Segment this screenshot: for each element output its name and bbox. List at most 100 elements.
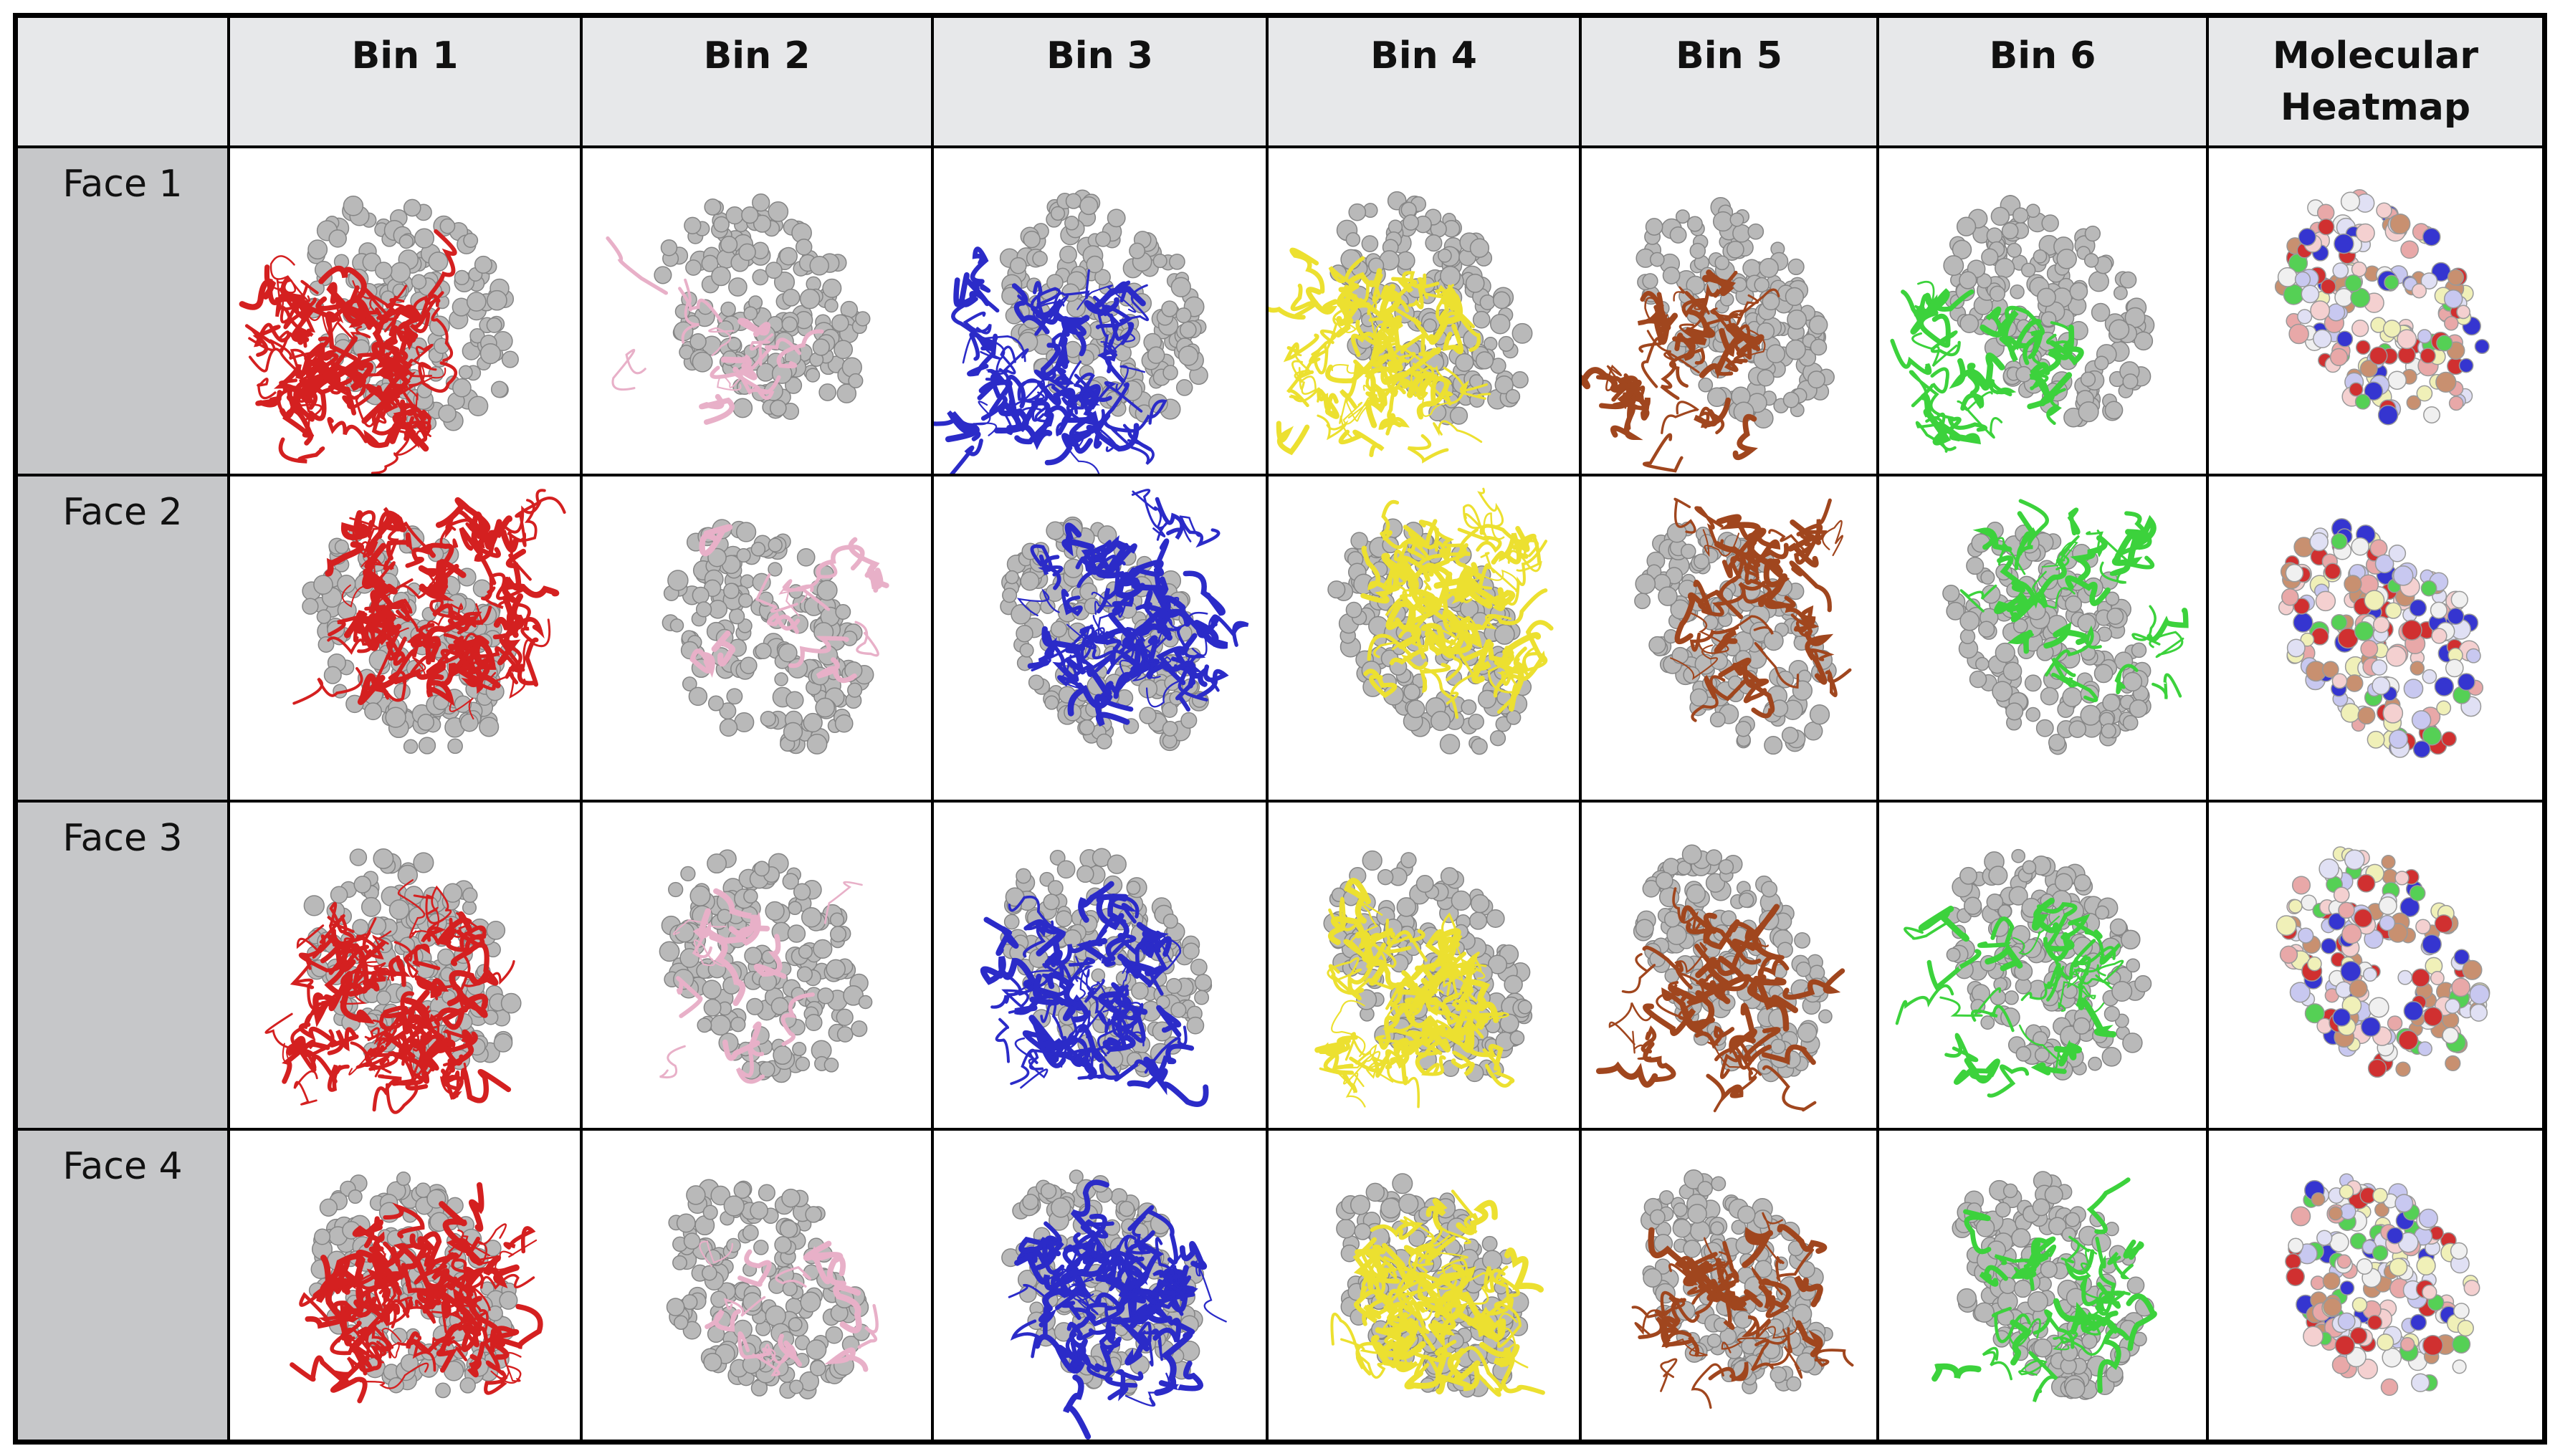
molecule-render [606, 193, 871, 425]
atom [2367, 1058, 2387, 1078]
atom [2453, 949, 2470, 965]
atom [2283, 284, 2305, 305]
atom [717, 909, 732, 924]
atom [474, 255, 492, 274]
atom [676, 1213, 696, 1233]
ribbon [2051, 672, 2098, 703]
structure-image [1269, 803, 1579, 1128]
ribbon [431, 307, 454, 363]
atom [2422, 227, 2441, 246]
ribbon [2070, 535, 2108, 582]
ribbon [439, 1201, 483, 1266]
ribbon [1451, 1050, 1475, 1076]
atom [1170, 277, 1191, 297]
ribbon [1496, 671, 1522, 714]
ribbon [1701, 580, 1766, 617]
ribbon [1457, 614, 1512, 639]
atom [719, 718, 738, 737]
atom [1455, 353, 1474, 372]
atom [1049, 850, 1066, 866]
molecule-render [290, 1171, 543, 1404]
atom [2012, 207, 2029, 224]
atom [2392, 565, 2414, 586]
ribbon [1626, 385, 1647, 430]
ribbon [372, 1074, 402, 1112]
ribbon [1435, 527, 1467, 562]
ribbon [1672, 887, 1703, 932]
ribbon [1977, 916, 2015, 948]
ribbon [1382, 568, 1431, 617]
ribbon [1092, 418, 1117, 452]
atom [2384, 274, 2399, 290]
ribbon [2152, 673, 2182, 699]
ribbon [1422, 1022, 1451, 1053]
ribbon [299, 1292, 353, 1323]
ribbon [1997, 555, 2026, 593]
atom [2397, 329, 2417, 350]
ribbon [378, 284, 408, 321]
ribbon [1027, 636, 1057, 669]
ribbon [295, 336, 330, 379]
ribbon [1385, 929, 1425, 954]
atom [2381, 855, 2396, 870]
atom [2412, 740, 2431, 758]
atom [2340, 703, 2361, 723]
atom [2134, 331, 2154, 351]
atom [1655, 871, 1673, 890]
structure-image [1269, 476, 1579, 800]
ribbon [1761, 1044, 1816, 1065]
ribbon [1345, 384, 1377, 422]
ribbon [1110, 992, 1136, 1020]
atom [2409, 599, 2427, 617]
ribbon [945, 411, 980, 443]
atom [2020, 262, 2036, 278]
atom [2332, 1007, 2351, 1027]
ribbon [2005, 319, 2042, 363]
atom [1065, 193, 1082, 209]
atom [2451, 977, 2470, 997]
atom [1764, 736, 1783, 755]
ribbon [1212, 614, 1249, 647]
ribbon [1714, 532, 1775, 568]
ribbon [1173, 633, 1208, 687]
ribbon [2131, 605, 2161, 646]
ribbon [1372, 1058, 1420, 1108]
ribbon [1491, 532, 1522, 565]
atom [1686, 883, 1706, 904]
ribbon [295, 1046, 338, 1084]
atom [1807, 370, 1825, 389]
atom [803, 712, 823, 733]
ribbon [1115, 572, 1146, 599]
ribbon [368, 1226, 395, 1279]
atom [1709, 712, 1726, 728]
atom [710, 1015, 731, 1036]
atom [710, 1185, 731, 1206]
atom [702, 980, 722, 1000]
atom [2353, 909, 2373, 928]
ribbon [1074, 626, 1097, 650]
ribbon [1061, 522, 1095, 557]
ribbon [1075, 549, 1099, 575]
ribbon [699, 393, 735, 425]
atom [2354, 621, 2374, 641]
atom [2474, 338, 2490, 355]
atom [788, 901, 802, 916]
atom [493, 1033, 513, 1053]
atom [2434, 676, 2455, 696]
atom [1658, 586, 1678, 606]
column-header: Bin 2 [583, 18, 931, 145]
ribbon [409, 1299, 436, 1324]
atom [809, 256, 829, 276]
ribbon [1515, 533, 1539, 557]
ribbon [1504, 540, 1548, 606]
ribbon [1408, 273, 1427, 310]
atom [1975, 656, 1990, 671]
ribbon [1122, 399, 1167, 433]
ribbon [400, 598, 419, 632]
ribbon [363, 654, 389, 694]
atom [1170, 1002, 1187, 1018]
atom [1989, 285, 2006, 302]
ribbon [1939, 987, 2002, 1017]
ribbon [676, 976, 703, 1018]
atom [2364, 590, 2385, 611]
